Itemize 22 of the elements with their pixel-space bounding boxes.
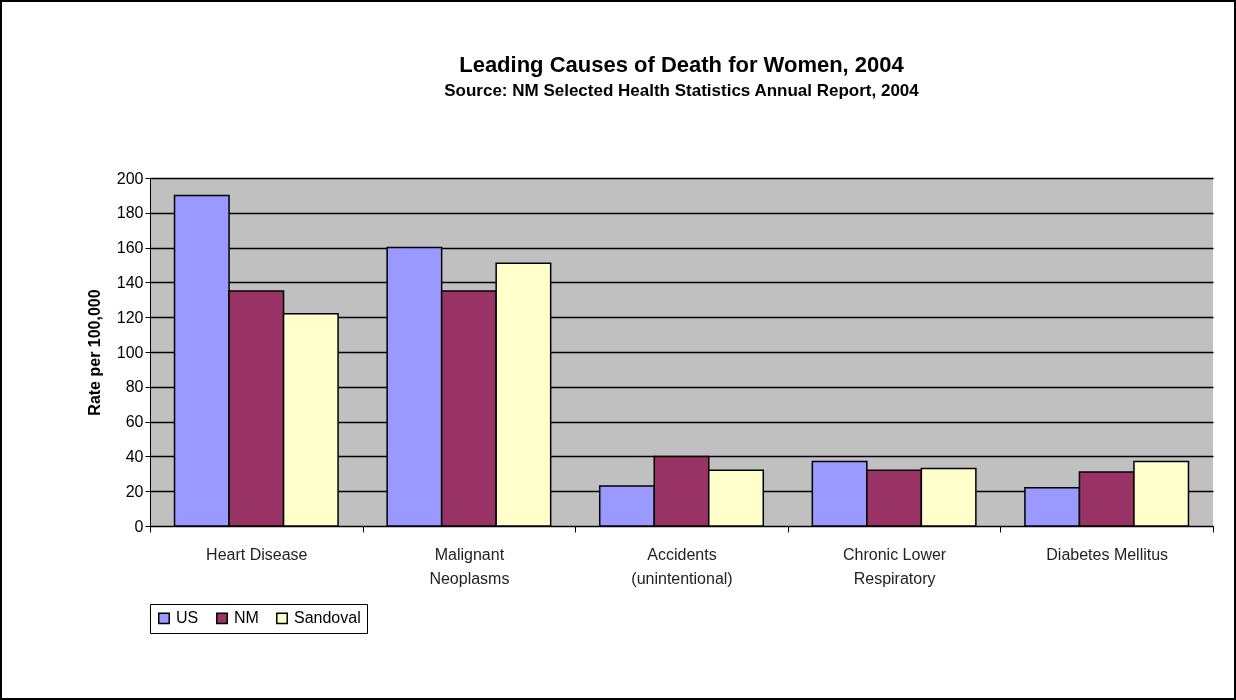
- y-tick-label: 160: [116, 239, 144, 257]
- chart-title: Leading Causes of Death for Women, 2004: [459, 52, 905, 77]
- y-tick-label: 80: [125, 378, 144, 396]
- y-tick-label: 120: [116, 308, 144, 326]
- y-tick-label: 40: [125, 447, 144, 465]
- x-tick-label: Accidents (unintentional): [631, 545, 733, 587]
- x-tick-label: Chronic Lower Respiratory: [843, 545, 947, 587]
- x-tick-label: Diabetes Mellitus: [1046, 545, 1169, 563]
- x-tick-label: Malignant Neoplasms: [429, 545, 510, 587]
- legend-label: Sandoval: [294, 609, 361, 627]
- y-tick-label: 180: [116, 204, 144, 222]
- legend-label: NM: [234, 609, 259, 627]
- y-tick-label: 60: [125, 413, 144, 431]
- y-tick-label: 0: [134, 517, 144, 535]
- y-tick-label: 20: [125, 482, 144, 500]
- y-tick-label: 100: [116, 343, 144, 361]
- y-tick-label: 200: [116, 169, 144, 187]
- legend-label: US: [176, 609, 199, 627]
- chart-subtitle: Source: NM Selected Health Statistics Annual Report, 2004: [444, 81, 920, 100]
- x-tick-label: Heart Disease: [206, 545, 308, 563]
- y-tick-label: 140: [116, 273, 144, 291]
- y-axis-title: Rate per 100,000: [85, 289, 103, 416]
